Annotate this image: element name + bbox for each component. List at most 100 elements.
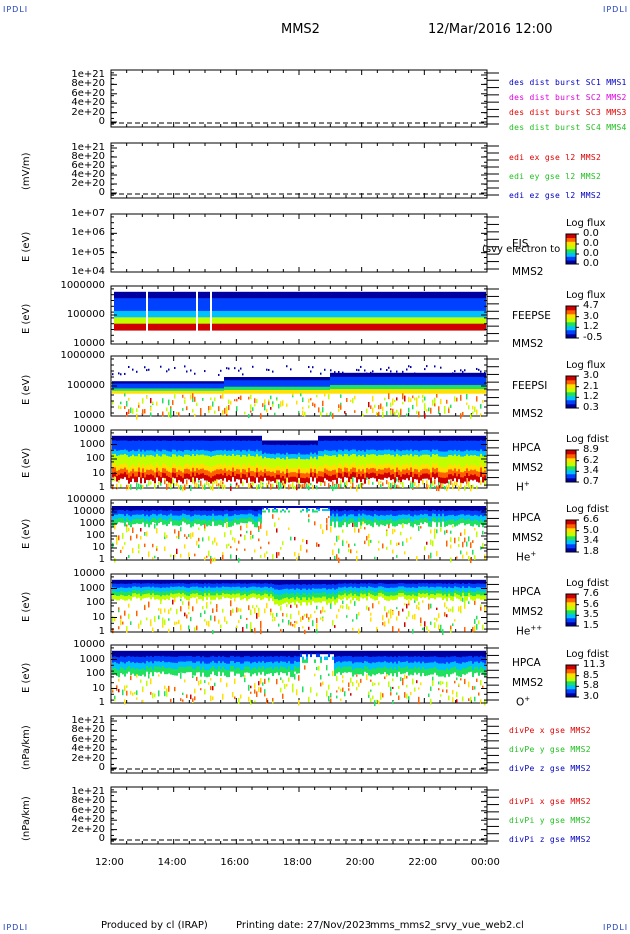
- ytick-p8-2: 100: [85, 597, 105, 608]
- xtick-2: 16:00: [220, 857, 250, 868]
- instrument-label-p5: FEEPSI: [512, 380, 548, 392]
- spacecraft-label-p9: MMS2: [512, 677, 544, 689]
- ytick-p1-5: 0: [98, 116, 105, 127]
- ytick-p6-1: 1000: [79, 438, 105, 450]
- legend-entry-p11-2: divPi z gse MMS2: [509, 835, 591, 844]
- ytick-p10-2: 6e+20: [71, 733, 105, 745]
- ytick-p5-0: 1000000: [60, 350, 105, 361]
- ytick-p6-0: 10000: [73, 424, 105, 435]
- instrument-label-p6: HPCA: [512, 442, 541, 454]
- colorbar-title-p9: Log fdist: [566, 649, 609, 660]
- colorbar-value-p4-2: 1.2: [583, 321, 599, 333]
- panel-frame-p3: [110, 213, 488, 273]
- ytick-p7-2: 1000: [79, 518, 105, 529]
- legend-entry-p10-0: divPe x gse MMS2: [509, 726, 591, 735]
- ytick-p9-3: 10: [92, 682, 105, 694]
- spacecraft-label-p4: MMS2: [512, 338, 544, 350]
- xtick-5: 22:00: [408, 857, 438, 868]
- ytick-p11-5: 0: [98, 833, 105, 844]
- ylabel-p2: (mV/m): [21, 152, 32, 190]
- ytick-p7-5: 1: [98, 554, 105, 565]
- instrument-label-p4: FEEPSE: [512, 310, 551, 322]
- ytick-p2-0: 1e+21: [71, 142, 105, 153]
- colorbar-value-p6-0: 8.9: [583, 444, 599, 455]
- legend-entry-p2-1: edi ey gse l2 MMS2: [509, 172, 602, 181]
- spacecraft-label-p8: MMS2: [512, 606, 544, 618]
- colorbar-value-p4-3: -0.5: [583, 332, 603, 343]
- xtick-0: 12:00: [95, 857, 124, 868]
- ytick-p4-0: 1000000: [60, 280, 105, 291]
- species-label-p9: O+: [516, 695, 531, 709]
- ytick-p1-2: 6e+20: [71, 87, 105, 99]
- legend-entry-p1-0: des dist burst SC1 MMS1: [509, 78, 627, 87]
- ytick-p10-3: 4e+20: [71, 743, 105, 755]
- ytick-p10-4: 2e+20: [71, 752, 105, 764]
- colorbar-value-p7-0: 6.6: [583, 514, 599, 525]
- ytick-p3-0: 1e+07: [71, 208, 105, 219]
- ytick-p8-3: 10: [92, 611, 105, 623]
- colorbar-value-p4-0: 4.7: [583, 300, 599, 311]
- colorbar-p5: [565, 375, 577, 409]
- colorbar-value-p9-1: 8.5: [583, 669, 599, 681]
- legend-entry-p1-1: des dist burst SC2 MMS2: [509, 93, 627, 102]
- corner-label-br: IPDLI: [603, 923, 629, 932]
- colorbar-p3: [565, 233, 577, 265]
- ytick-p11-0: 1e+21: [71, 786, 105, 797]
- colorbar-value-p8-2: 3.5: [583, 609, 599, 621]
- ytick-p10-1: 8e+20: [71, 724, 105, 736]
- corner-label-bl: IPDLI: [3, 923, 29, 932]
- ytick-p9-4: 1: [98, 697, 105, 708]
- colorbar-value-p7-2: 3.4: [583, 535, 599, 547]
- footer-produced: Produced by cl (IRAP): [101, 920, 208, 931]
- legend-entry-p2-0: edi ex gse l2 MMS2: [509, 153, 602, 162]
- ytick-p2-1: 8e+20: [71, 151, 105, 162]
- ytick-p6-4: 1: [98, 482, 105, 493]
- panel-frame-p2: [110, 142, 488, 199]
- ylabel-p9: E (eV): [21, 662, 32, 694]
- colorbar-value-p9-3: 3.0: [583, 691, 599, 702]
- legend-entry-p1-2: des dist burst SC3 MMS3: [509, 108, 627, 117]
- spacecraft-label-p7: MMS2: [512, 532, 544, 544]
- panel-frame-p10: [110, 715, 488, 774]
- ytick-p3-2: 1e+05: [71, 246, 105, 258]
- colorbar-value-p5-3: 0.3: [583, 402, 599, 413]
- legend-entry-p10-1: divPe y gse MMS2: [509, 745, 591, 754]
- colorbar-title-p3: Log flux: [566, 218, 606, 229]
- colorbar-title-p6: Log fdist: [566, 434, 609, 445]
- ytick-p2-5: 0: [98, 187, 105, 198]
- colorbar-p4: [565, 305, 577, 339]
- ytick-p6-3: 10: [92, 467, 105, 479]
- ytick-p2-3: 4e+20: [71, 169, 105, 180]
- ytick-p10-0: 1e+21: [71, 715, 105, 726]
- legend-entry-p2-2: edi ez gse l2 MMS2: [509, 191, 602, 200]
- ylabel-p8: E (eV): [21, 591, 32, 623]
- colorbar-p7: [565, 519, 577, 553]
- ytick-p1-3: 4e+20: [71, 97, 105, 109]
- ytick-p11-1: 8e+20: [71, 795, 105, 807]
- colorbar-title-p7: Log fdist: [566, 504, 609, 515]
- colorbar-value-p6-1: 6.2: [583, 454, 599, 466]
- ylabel-p7: E (eV): [21, 518, 32, 550]
- ytick-p1-0: 1e+21: [71, 69, 105, 80]
- corner-label-tl: IPDLI: [3, 5, 29, 14]
- ytick-p9-0: 10000: [73, 639, 105, 650]
- ytick-p11-2: 6e+20: [71, 804, 105, 816]
- datetime-title: 12/Mar/2016 12:00: [428, 22, 553, 37]
- colorbar-value-p7-1: 5.0: [583, 524, 599, 536]
- colorbar-title-p4: Log flux: [566, 290, 606, 301]
- ylabel-p10: (nPa/km): [21, 725, 32, 771]
- ytick-p7-3: 100: [85, 530, 105, 541]
- overlay-label-p3: (svy electron to: [482, 244, 561, 255]
- ylabel-p4: E (eV): [21, 303, 32, 335]
- legend-entry-p11-1: divPi y gse MMS2: [509, 816, 591, 825]
- ylabel-p11: (nPa/km): [21, 796, 32, 842]
- colorbar-p6: [565, 449, 577, 483]
- ytick-p3-1: 1e+06: [71, 227, 105, 239]
- panel-frame-p11: [110, 786, 488, 845]
- ytick-p4-1: 100000: [66, 309, 105, 320]
- ytick-p9-2: 100: [85, 668, 105, 679]
- ytick-p2-2: 6e+20: [71, 160, 105, 171]
- species-label-p8: He++: [516, 624, 543, 638]
- legend-entry-p11-0: divPi x gse MMS2: [509, 797, 591, 806]
- ytick-p9-1: 1000: [79, 653, 105, 665]
